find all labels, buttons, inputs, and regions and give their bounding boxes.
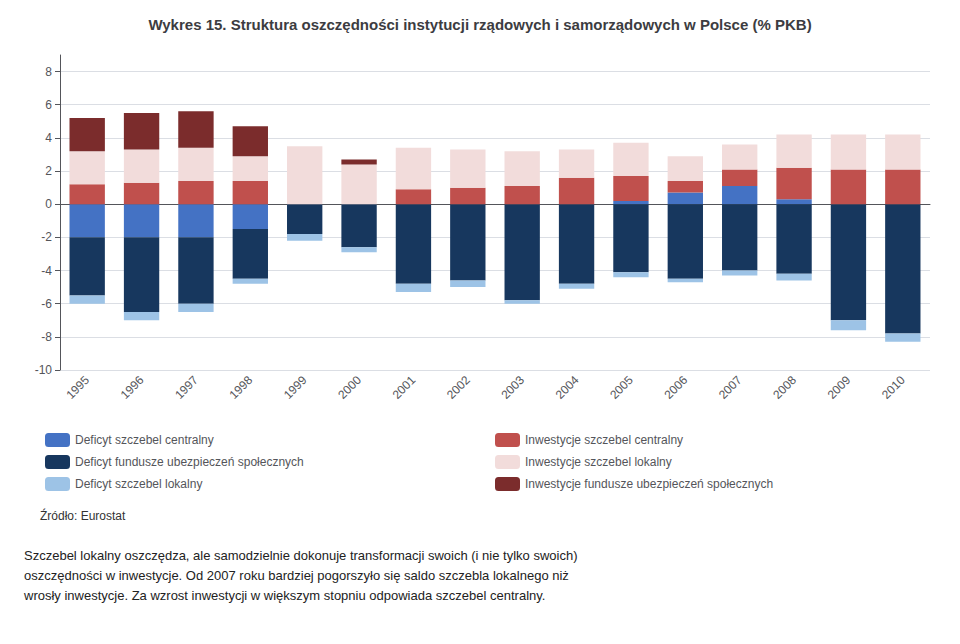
svg-text:2005: 2005	[607, 373, 636, 402]
svg-text:Szczebel lokalny oszczędza, al: Szczebel lokalny oszczędza, ale samodzie…	[24, 548, 577, 563]
svg-text:Źródło: Eurostat: Źródło: Eurostat	[40, 508, 126, 523]
svg-text:-4: -4	[41, 264, 52, 278]
svg-text:2010: 2010	[879, 373, 908, 402]
svg-text:Deficyt szczebel lokalny: Deficyt szczebel lokalny	[75, 477, 202, 491]
svg-text:-6: -6	[41, 297, 52, 311]
svg-text:1996: 1996	[118, 373, 147, 402]
svg-text:1997: 1997	[172, 373, 201, 402]
svg-text:Inwestycje szczebel centralny: Inwestycje szczebel centralny	[525, 433, 683, 447]
svg-text:Inwestycje fundusze ubezpiecze: Inwestycje fundusze ubezpieczeń społeczn…	[525, 477, 773, 491]
svg-text:0: 0	[45, 197, 52, 211]
svg-text:2009: 2009	[825, 373, 854, 402]
svg-text:2008: 2008	[770, 373, 799, 402]
svg-text:2001: 2001	[390, 373, 419, 402]
svg-text:Inwestycje szczebel lokalny: Inwestycje szczebel lokalny	[525, 455, 672, 469]
svg-text:Wykres 15. Struktura oszczędno: Wykres 15. Struktura oszczędności instyt…	[148, 16, 811, 33]
svg-text:1995: 1995	[63, 373, 92, 402]
svg-text:2: 2	[45, 164, 52, 178]
svg-text:4: 4	[45, 131, 52, 145]
svg-text:-10: -10	[35, 363, 53, 377]
svg-text:-8: -8	[41, 330, 52, 344]
svg-text:oszczędności w inwestycje. Od: oszczędności w inwestycje. Od 2007 roku …	[24, 568, 569, 583]
svg-text:2003: 2003	[498, 373, 527, 402]
svg-text:2006: 2006	[662, 373, 691, 402]
svg-text:wrosły inwestycje. Za wzrost i: wrosły inwestycje. Za wzrost inwestycji …	[23, 588, 545, 603]
svg-text:2004: 2004	[553, 373, 582, 402]
svg-text:Deficyt szczebel centralny: Deficyt szczebel centralny	[75, 433, 214, 447]
svg-text:2007: 2007	[716, 373, 745, 402]
svg-text:1999: 1999	[281, 373, 310, 402]
svg-text:2000: 2000	[335, 373, 364, 402]
svg-text:2002: 2002	[444, 373, 473, 402]
svg-text:8: 8	[45, 65, 52, 79]
svg-text:1998: 1998	[227, 373, 256, 402]
svg-text:-2: -2	[41, 230, 52, 244]
svg-text:6: 6	[45, 98, 52, 112]
svg-text:Deficyt fundusze ubezpieczeń s: Deficyt fundusze ubezpieczeń społecznych	[75, 455, 304, 469]
